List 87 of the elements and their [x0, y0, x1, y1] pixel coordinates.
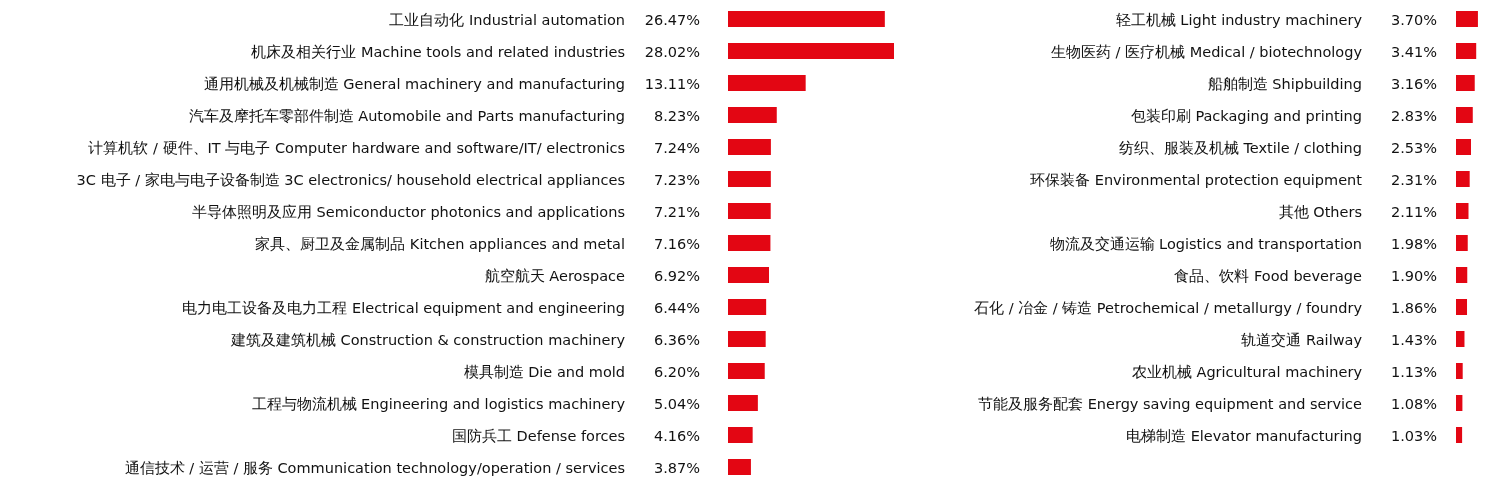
bar: [1456, 331, 1465, 347]
data-label: 7.16%: [653, 235, 700, 252]
y-tick-label: 食品、饮料 Food beverage: [1174, 267, 1363, 284]
y-tick-label: 工业自动化 Industrial automation: [389, 11, 625, 28]
y-tick-label: 电力电工设备及电力工程 Electrical equipment and engineering: [182, 299, 625, 316]
bar: [728, 203, 771, 219]
y-tick-label: 半导体照明及应用 Semiconductor photonics and applications: [191, 203, 625, 220]
y-tick-label: 通用机械及机械制造 General machinery and manufacturing: [203, 75, 625, 92]
data-label: 1.98%: [1390, 235, 1437, 252]
bar: [728, 267, 769, 283]
bar: [1456, 267, 1468, 283]
bar: [1456, 75, 1475, 91]
data-label: 3.70%: [1390, 11, 1437, 28]
data-label: 26.47%: [644, 11, 700, 28]
bar: [728, 139, 771, 155]
data-label: 6.20%: [653, 363, 700, 380]
bar: [728, 235, 771, 251]
bar: [1456, 11, 1478, 27]
bar: [1456, 43, 1477, 59]
y-tick-label: 包装印刷 Packaging and printing: [1130, 107, 1362, 124]
y-tick-label: 生物医药 / 医疗机械 Medical / biotechnology: [1051, 43, 1363, 60]
y-tick-label: 家具、厨卫及金属制品 Kitchen appliances and metal: [255, 235, 625, 252]
bar: [1456, 363, 1463, 379]
data-label: 8.23%: [653, 107, 700, 124]
y-tick-label: 通信技术 / 运营 / 服务 Communication technology/operation / services: [124, 459, 625, 476]
y-tick-label: 机床及相关行业 Machine tools and related industries: [251, 43, 625, 60]
data-label: 2.83%: [1390, 107, 1437, 124]
y-tick-label: 轨道交通 Railway: [1241, 331, 1363, 348]
data-label: 1.86%: [1390, 299, 1437, 316]
y-tick-label: 船舶制造 Shipbuilding: [1207, 75, 1362, 92]
data-label: 1.08%: [1390, 395, 1437, 412]
y-tick-label: 汽车及摩托车零部件制造 Automobile and Parts manufacturing: [188, 107, 625, 124]
y-tick-label: 节能及服务配套 Energy saving equipment and service: [978, 395, 1363, 412]
data-label: 3.87%: [653, 459, 700, 476]
data-label: 1.90%: [1390, 267, 1437, 284]
bar: [728, 331, 766, 347]
bar: [728, 171, 771, 187]
y-tick-label: 建筑及建筑机械 Construction & construction machinery: [229, 331, 626, 348]
bar: [1456, 171, 1470, 187]
data-label: 7.23%: [653, 171, 700, 188]
y-tick-label: 航空航天 Aerospace: [484, 267, 626, 284]
bar: [728, 395, 758, 411]
bar: [728, 75, 806, 91]
bar: [1456, 139, 1471, 155]
bar: [728, 363, 765, 379]
y-tick-label: 计算机软 / 硬件、IT 与电子 Computer hardware and software/IT/ electronics: [88, 139, 625, 156]
y-tick-label: 工程与物流机械 Engineering and logistics machinery: [251, 395, 626, 412]
bar: [728, 107, 777, 123]
bar: [1456, 395, 1463, 411]
data-label: 2.53%: [1390, 139, 1437, 156]
bar: [1456, 203, 1469, 219]
data-label: 3.41%: [1390, 43, 1437, 60]
data-label: 1.03%: [1390, 427, 1437, 444]
y-tick-label: 农业机械 Agricultural machinery: [1131, 363, 1363, 380]
bar: [728, 427, 753, 443]
data-label: 1.43%: [1390, 331, 1437, 348]
data-label: 1.13%: [1390, 363, 1437, 380]
data-label: 7.21%: [653, 203, 700, 220]
data-label: 5.04%: [653, 395, 700, 412]
bar: [728, 459, 751, 475]
y-tick-label: 模具制造 Die and mold: [463, 363, 625, 380]
y-tick-label: 3C 电子 / 家电与电子设备制造 3C electronics/ household electrical appliances: [76, 171, 625, 188]
data-label: 4.16%: [653, 427, 700, 444]
data-label: 7.24%: [653, 139, 700, 156]
bar: [728, 11, 885, 27]
bar: [1456, 107, 1473, 123]
y-tick-label: 纺织、服装及机械 Textile / clothing: [1118, 139, 1362, 156]
data-label: 2.31%: [1390, 171, 1437, 188]
y-tick-label: 其他 Others: [1278, 203, 1362, 220]
bar: [1456, 235, 1468, 251]
y-tick-label: 环保装备 Environmental protection equipment: [1030, 171, 1363, 188]
data-label: 6.92%: [653, 267, 700, 284]
data-label: 13.11%: [644, 75, 700, 92]
y-tick-label: 国防兵工 Defense forces: [451, 427, 625, 444]
data-label: 3.16%: [1390, 75, 1437, 92]
y-tick-label: 物流及交通运输 Logistics and transportation: [1049, 235, 1362, 252]
y-tick-label: 轻工机械 Light industry machinery: [1115, 11, 1363, 28]
bar: [728, 299, 767, 315]
data-label: 6.36%: [653, 331, 700, 348]
y-tick-label: 电梯制造 Elevator manufacturing: [1126, 427, 1362, 444]
bar: [1456, 299, 1468, 315]
y-tick-label: 石化 / 冶金 / 铸造 Petrochemical / metallurgy / foundry: [974, 299, 1363, 316]
bar: [1456, 427, 1463, 443]
data-label: 28.02%: [644, 43, 700, 60]
bar: [728, 43, 894, 59]
data-label: 2.11%: [1390, 203, 1437, 220]
data-label: 6.44%: [653, 299, 700, 316]
